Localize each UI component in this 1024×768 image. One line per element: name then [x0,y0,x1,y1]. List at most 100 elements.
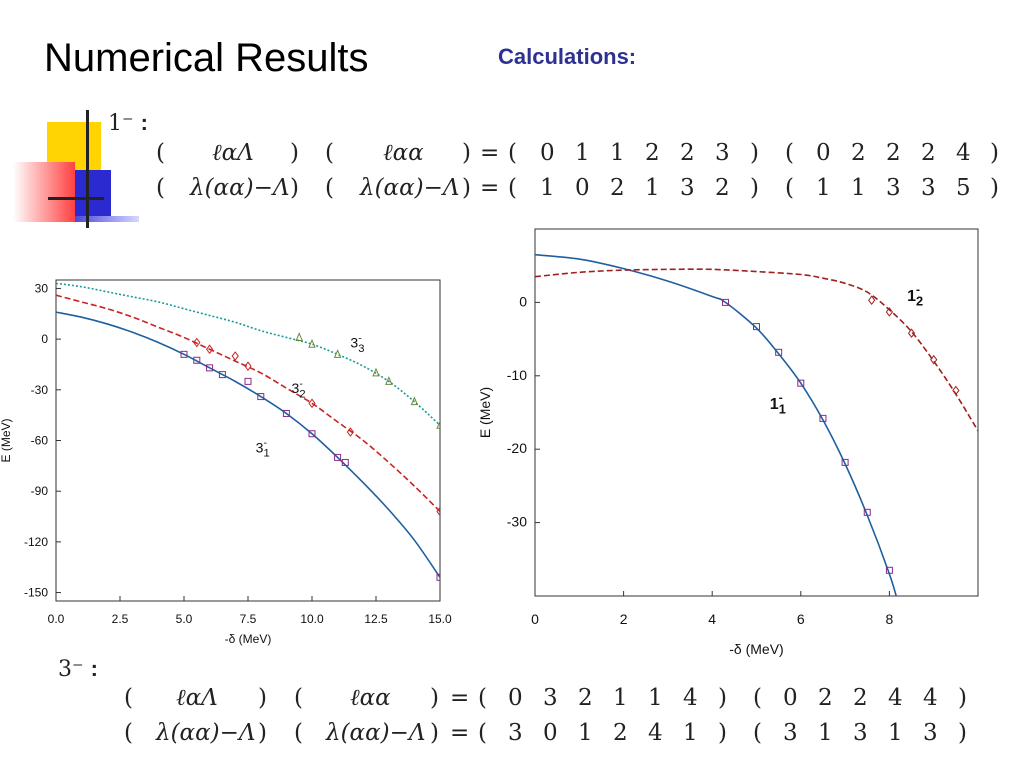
x-tick-label: 0.0 [48,612,65,626]
plot-frame [534,228,979,597]
bot-r2-s2-2: 3 [853,720,868,746]
y-tick-label: -90 [31,484,49,498]
data-point [930,354,938,365]
top-r2-s2-1: 1 [851,175,866,201]
y-tick-label: 0 [519,293,527,309]
series-annotation: 1-1 [770,391,786,417]
top-row-2: ( λ(αα)−Λ ) ( λ(αα)−Λ ) = ( 1 0 2 1 3 2 … [156,175,999,201]
series-line [56,294,440,513]
x-tick-label: 0 [531,611,539,627]
top-block-label: 1⁻ : [108,110,148,136]
vertical-line [86,110,89,228]
data-point [385,376,393,385]
x-tick-label: 15.0 [428,612,452,626]
data-point [372,367,380,377]
y-axis-label: E (MeV) [0,418,13,462]
bot-r1-s1-0: 0 [508,685,523,711]
bot-r2-s1-5: 1 [683,720,698,746]
slide-subtitle: Calculations: [498,44,637,69]
top-r2-s1-0: 1 [540,175,555,201]
x-tick-label: 2 [620,611,628,627]
data-point [775,348,783,356]
data-point [436,506,440,517]
chart-1minus: 0 2 4 6 8 0 -10 -20 -30 -δ (MeV) E (MeV) 1-2 1-1 [480,228,979,657]
y-tick-label: 0 [41,332,48,346]
x-tick-label: 7.5 [240,612,257,626]
series-annotation: 3-1 [256,437,270,460]
data-point [244,361,252,371]
data-point [346,427,355,437]
top-r1-s2-2: 2 [886,140,901,166]
top-r1-s2-4: 4 [956,140,971,166]
data-point [436,573,440,581]
series-annotation: 3-2 [292,378,306,401]
bot-r1-s2-1: 2 [818,685,833,711]
series-group [535,253,978,596]
data-point [907,328,916,339]
top-r2-s2-2: 3 [886,175,901,201]
data-point [257,393,265,401]
data-point [218,371,226,379]
x-tick-label: 5.0 [176,612,193,626]
x-axis-label: -δ (MeV) [225,632,272,646]
data-point [334,453,342,461]
data-point [721,298,729,306]
series-line [56,311,440,578]
bot-r2-s1-4: 4 [648,720,663,746]
top-r1-s1-1: 1 [575,140,590,166]
bot-r1-s1-5: 4 [683,685,698,711]
data-point [885,566,893,574]
bot-r1-s2-2: 2 [853,685,868,711]
blue-underline [61,216,139,222]
top-r1-s2-3: 2 [921,140,936,166]
y-tick-label: -30 [507,514,527,530]
bot-r2-s1-1: 0 [543,720,558,746]
data-point [193,337,201,348]
top-r1-s1-3: 2 [645,140,660,166]
bot-r2-s1-0: 3 [508,720,523,746]
series-line [56,282,440,426]
bot-r2-s2-1: 1 [818,720,833,746]
bot-r1-s1-3: 1 [613,685,628,711]
series-group [56,282,440,581]
top-r2-s1-1: 0 [575,175,590,201]
top-r2-s2-3: 3 [921,175,936,201]
bot-r1-lhs2: ℓαα [350,685,391,711]
data-point [863,508,871,516]
bot-r1-lhs1: ℓαΛ [176,685,218,711]
top-r1-lhs1: ℓαΛ [212,140,254,166]
top-r1-s2-1: 2 [851,140,866,166]
data-point [282,409,290,417]
data-point [180,350,188,358]
top-r2-s2-4: 5 [956,175,971,201]
data-point [231,351,239,361]
y-tick-label: -10 [507,367,527,383]
bot-r1-s1-2: 2 [578,685,593,711]
data-point [753,323,760,331]
y-axis-label: E (MeV) [480,387,493,438]
top-r1-s1-2: 1 [610,140,625,166]
bot-r2-s2-3: 1 [888,720,903,746]
bot-r2-s2-0: 3 [783,720,798,746]
x-tick-label: 8 [886,611,894,627]
bot-r1-s2-3: 4 [888,685,903,711]
y-tick-label: -120 [24,535,48,549]
data-point [841,458,849,466]
data-point [797,379,805,387]
x-tick-label: 10.0 [300,612,324,626]
bot-r2-s1-3: 2 [613,720,628,746]
top-r1-s1-4: 2 [680,140,695,166]
top-label-text: 1⁻ [108,111,134,136]
bottom-block-label: 3⁻ : [58,656,98,682]
data-point [308,338,316,348]
bot-r2-s1-2: 1 [578,720,593,746]
y-tick-label: 30 [35,281,49,295]
data-point [868,295,876,306]
data-point [244,377,252,385]
bot-r2-s2-4: 3 [923,720,938,746]
y-tick-label: -150 [24,586,48,600]
slide-title: Numerical Results [44,36,369,80]
data-point [193,356,201,364]
bottom-label-text: 3⁻ [58,657,84,682]
x-tick-label: 12.5 [364,612,388,626]
